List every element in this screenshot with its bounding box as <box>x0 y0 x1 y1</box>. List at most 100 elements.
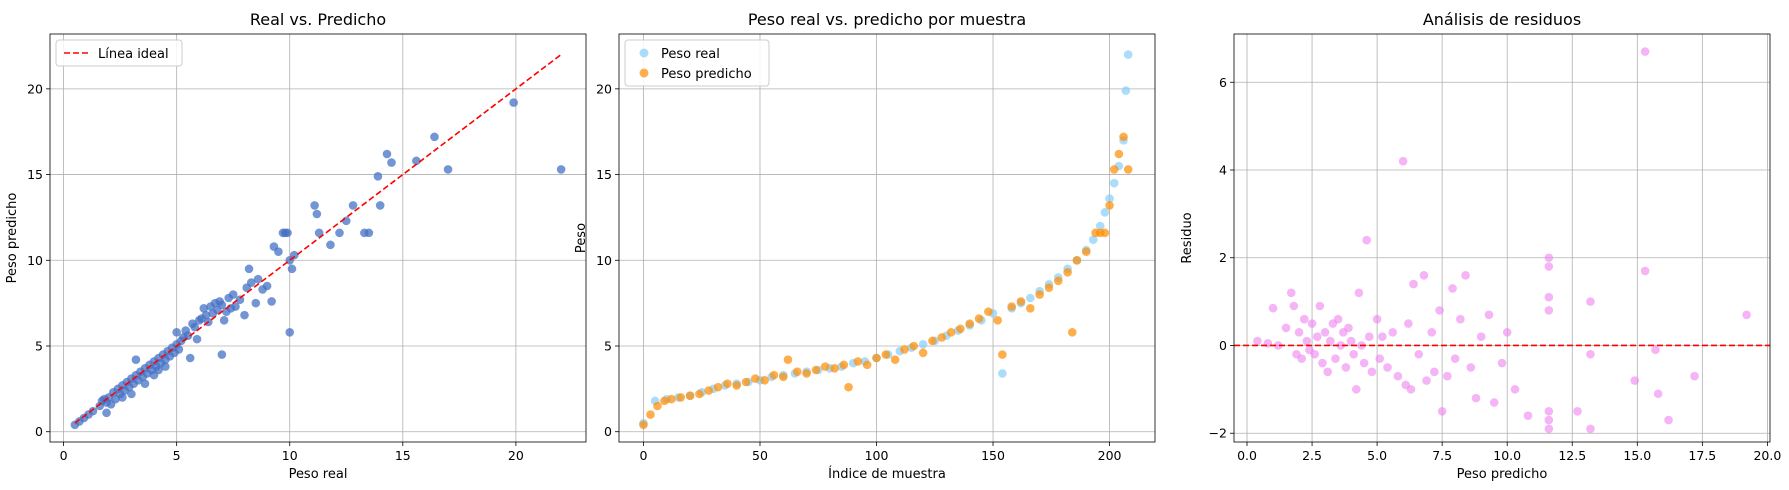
residual-point <box>1365 332 1374 342</box>
axes-frame <box>1233 33 1771 443</box>
data-point <box>283 228 292 238</box>
residual-point <box>1315 301 1325 311</box>
residual-point <box>1510 385 1520 394</box>
residual-point <box>1325 336 1335 346</box>
residual-point <box>1349 349 1358 359</box>
data-point <box>131 355 141 365</box>
data-point <box>285 327 295 337</box>
data-point <box>312 209 322 219</box>
predicted-point <box>1007 302 1016 311</box>
x-tick-label: 0 <box>639 448 647 463</box>
x-axis-label: Índice de muestra <box>828 466 946 482</box>
predicted-point <box>1105 201 1114 210</box>
y-tick-label: 2 <box>1219 250 1227 265</box>
legend-marker-swatch <box>639 48 649 58</box>
data-point <box>244 264 254 274</box>
predicted-point <box>783 355 793 365</box>
residual-point <box>1573 406 1582 416</box>
data-point <box>228 290 238 299</box>
residual-point <box>1664 415 1673 425</box>
predicted-point <box>820 362 830 371</box>
data-point <box>102 408 111 418</box>
predicted-point <box>965 319 975 329</box>
axes-frame <box>49 33 587 443</box>
residual-point <box>1502 328 1512 337</box>
residual-point <box>1544 306 1554 315</box>
residual-point <box>1297 354 1306 363</box>
predicted-point <box>1063 267 1072 277</box>
predicted-point <box>653 401 662 411</box>
data-point <box>382 149 392 159</box>
residual-point <box>1388 328 1398 337</box>
data-point <box>219 315 229 325</box>
residual-point <box>1302 336 1312 346</box>
residual-point <box>1359 358 1369 368</box>
x-tick-label: 5 <box>173 448 181 463</box>
predicted-point <box>1072 255 1082 265</box>
residual-point <box>1318 358 1327 368</box>
data-point <box>140 379 150 389</box>
data-point <box>335 228 344 238</box>
residual-point <box>1299 314 1309 324</box>
predicted-point <box>946 327 956 337</box>
predicted-point <box>695 389 704 399</box>
predicted-point <box>1016 297 1026 306</box>
predicted-point <box>1114 149 1124 159</box>
residual-point <box>1456 314 1465 324</box>
y-tick-label: 20 <box>596 81 612 96</box>
real-point <box>998 369 1007 378</box>
predicted-point <box>881 350 891 359</box>
residual-point <box>1362 235 1371 245</box>
data-point <box>326 240 335 250</box>
real-point <box>1100 207 1110 217</box>
predicted-point <box>900 345 909 354</box>
residual-point <box>1544 262 1554 271</box>
residual-point <box>1414 349 1424 359</box>
legend-marker-swatch <box>639 68 649 78</box>
data-point <box>161 362 170 371</box>
data-point <box>154 365 163 375</box>
data-point <box>262 281 272 291</box>
residual-point <box>1404 319 1413 328</box>
residual-point <box>1544 253 1554 263</box>
y-tick-label: 0 <box>35 424 43 439</box>
residual-point <box>1393 371 1403 381</box>
data-point <box>192 334 202 344</box>
x-tick-label: 200 <box>1098 448 1122 463</box>
residual-point <box>1273 341 1283 350</box>
data-point <box>267 297 276 306</box>
residual-point <box>1690 371 1699 381</box>
data-point <box>185 353 195 363</box>
predicted-point <box>778 372 788 382</box>
data-point <box>509 98 518 107</box>
predicted-point <box>1067 327 1077 337</box>
residual-point <box>1448 284 1457 293</box>
data-point <box>217 300 227 310</box>
residual-point <box>1351 385 1361 394</box>
predicted-point <box>769 370 779 380</box>
y-tick-label: 10 <box>27 253 43 268</box>
real-point <box>1026 293 1035 303</box>
x-tick-label: 0 <box>60 448 68 463</box>
residual-point <box>1476 332 1486 342</box>
chart-title: Análisis de residuos <box>1423 10 1581 29</box>
chart-title: Real vs. Predicho <box>250 10 386 29</box>
data-point <box>127 389 136 399</box>
chart-title: Peso real vs. predicho por muestra <box>748 10 1026 29</box>
predicted-point <box>704 386 714 395</box>
residual-point <box>1450 354 1460 363</box>
predicted-point <box>1100 228 1110 238</box>
data-point <box>190 322 200 332</box>
x-tick-label: 17.5 <box>1688 448 1716 463</box>
x-tick-label: 15 <box>395 448 411 463</box>
x-tick-label: 2.5 <box>1302 448 1322 463</box>
predicted-point <box>1109 165 1119 174</box>
predicted-point <box>802 369 811 378</box>
predicted-point <box>1035 290 1044 299</box>
predicted-point <box>974 314 984 323</box>
y-axis-label: Peso predicho <box>5 193 20 284</box>
residual-point <box>1523 411 1533 420</box>
predicted-point <box>844 382 853 392</box>
y-axis-label: Residuo <box>1180 212 1195 263</box>
residual-point <box>1484 310 1494 320</box>
